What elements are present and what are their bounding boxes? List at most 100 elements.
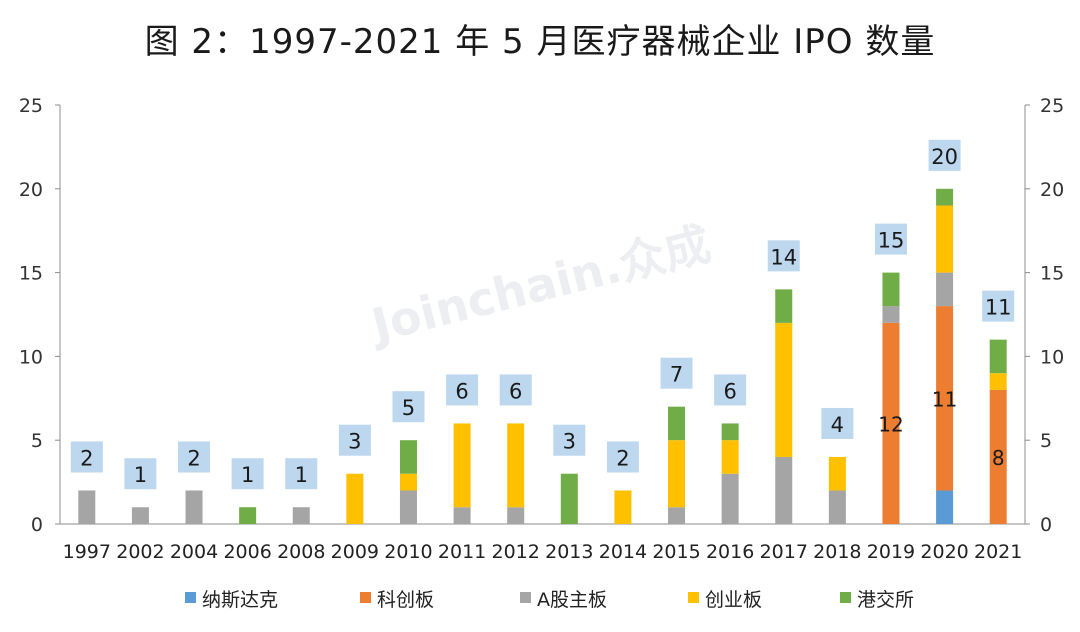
bar-segment [936,272,954,307]
bar-segment [775,456,793,524]
x-tick-label: 2010 [384,541,432,563]
total-label: 14 [770,245,797,269]
y-tick-label-right: 25 [1040,95,1064,117]
total-label-box [767,240,800,272]
x-tick-label: 1997 [63,541,111,563]
bar-segment [668,440,686,508]
total-label-box [338,424,371,456]
bar-segment [560,473,578,524]
total-label-box [124,458,157,490]
total-label-box [178,441,211,473]
bar-segment [989,339,1007,374]
bar-segment [292,507,310,524]
total-label: 2 [80,446,93,470]
total-label-box [982,290,1015,322]
bar-segment [828,490,846,524]
bar-segment [239,507,257,524]
bar-segment [131,507,149,524]
total-label: 7 [670,363,683,387]
bar-segment [936,490,954,524]
total-label: 6 [723,379,736,403]
segment-label: 11 [932,387,957,411]
total-label: 20 [931,145,958,169]
total-label-box [821,407,854,439]
bar-segment [507,423,525,508]
bar-segment [78,490,96,524]
x-tick-label: 2012 [492,541,540,563]
x-tick-label: 2013 [545,541,593,563]
bar-segment [668,406,686,441]
bar-segment [346,473,364,524]
x-tick-label: 2015 [652,541,700,563]
y-tick-label-left: 5 [31,430,43,452]
total-label: 6 [509,379,522,403]
legend-label: 纳斯达克 [202,589,278,611]
total-label-box [231,458,264,490]
total-label: 5 [402,396,415,420]
total-label: 4 [831,413,844,437]
legend-swatch [840,592,851,603]
total-label-box [714,374,747,406]
bar-segment [721,423,739,441]
bar-segment [721,440,739,474]
bar-segment [882,306,900,323]
y-tick-label-right: 20 [1040,179,1064,201]
y-tick-label-left: 15 [19,263,43,285]
watermark-text: Joinchain.众成 [364,216,716,353]
x-tick-label: 2014 [599,541,647,563]
bar-segment [989,373,1007,390]
x-tick-label: 2021 [974,541,1022,563]
y-tick-label-left: 20 [19,179,43,201]
total-label-box [70,441,103,473]
y-tick-label-left: 25 [19,95,43,117]
legend-swatch [688,592,699,603]
total-label: 1 [241,463,254,487]
bar-segment [936,306,954,491]
total-label-box [928,139,961,171]
total-label-box [553,424,586,456]
y-tick-label-left: 0 [31,514,43,536]
bar-segment [828,456,846,491]
bar-segment [399,473,417,491]
bar-segment [399,440,417,474]
x-tick-label: 2002 [116,541,164,563]
total-label-box [392,391,425,423]
segment-label: 8 [992,446,1005,470]
total-label: 1 [295,463,308,487]
legend-swatch [520,592,531,603]
total-label-box [446,374,479,406]
legend-label: 港交所 [857,589,914,611]
total-label: 2 [187,446,200,470]
bar-segment [882,322,900,524]
y-tick-label-right: 15 [1040,263,1064,285]
total-label-box [606,441,639,473]
total-label: 3 [563,430,576,454]
bar-segment [399,490,417,524]
legend-swatch [360,592,371,603]
bar-segment [453,423,471,508]
bar-segment [936,205,954,273]
legend-label: 创业板 [705,589,762,611]
x-tick-label: 2020 [920,541,968,563]
total-label: 2 [616,446,629,470]
total-label: 11 [985,296,1012,320]
total-label: 1 [134,463,147,487]
legend-label: 科创板 [377,589,434,611]
total-label: 15 [878,229,905,253]
bar-segment [989,389,1007,524]
y-tick-label-right: 10 [1040,346,1064,368]
segment-label: 12 [878,412,903,436]
y-tick-label-right: 0 [1040,514,1052,536]
x-tick-label: 2011 [438,541,486,563]
bar-segment [185,490,203,524]
legend-label: A股主板 [537,589,607,611]
total-label-box [499,374,532,406]
bar-segment [614,490,632,524]
total-label-box [285,458,318,490]
total-label: 6 [455,379,468,403]
bar-segment [775,322,793,457]
x-tick-label: 2006 [223,541,271,563]
bar-segment [507,507,525,524]
x-tick-label: 2017 [760,541,808,563]
